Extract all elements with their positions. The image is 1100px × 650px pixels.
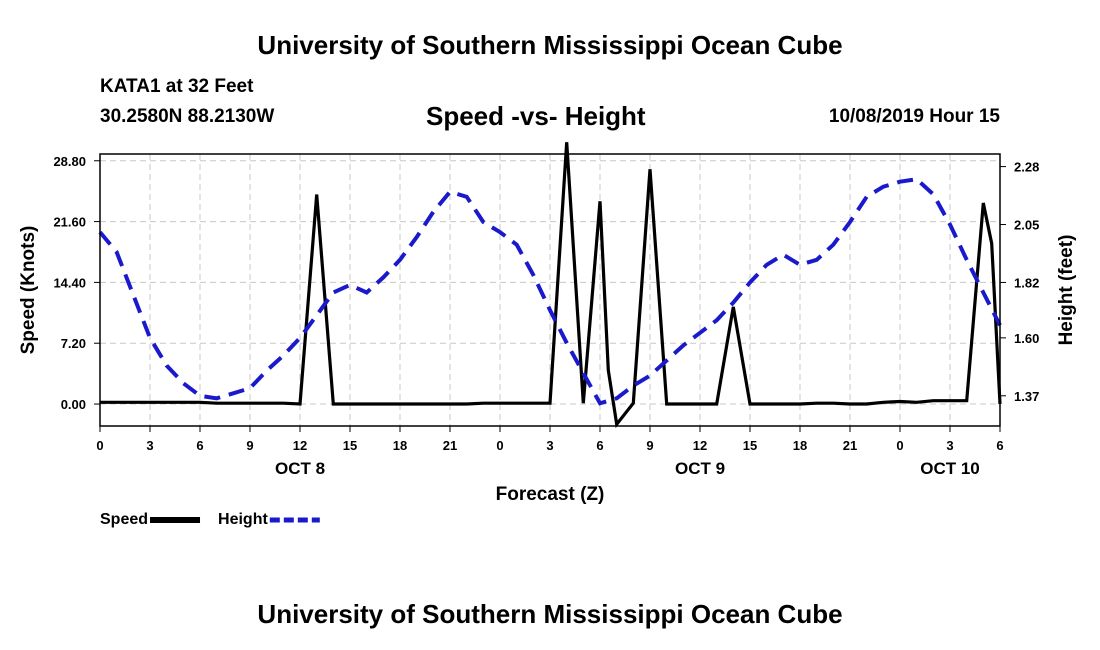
axes: 0 3 6 9 12 15 18 21 0 3 6 9 12 15 18 21 0 3 6 0.00 7.20 14.40… xyxy=(18,154,1077,505)
y-right-tick-label: 1.82 xyxy=(1014,275,1039,290)
x-tick-label: 21 xyxy=(843,438,857,453)
y-right-tick-label: 2.28 xyxy=(1014,160,1039,175)
issue-time: 10/08/2019 Hour 15 xyxy=(828,106,1000,127)
y-right-tick-label: 2.05 xyxy=(1014,218,1039,233)
y-left-tick-label: 28.80 xyxy=(53,154,86,169)
y-left-axis-title: Speed (Knots) xyxy=(18,226,39,355)
x-tick-label: 0 xyxy=(496,438,503,453)
x-tick-label: 3 xyxy=(146,438,153,453)
x-tick-label: 12 xyxy=(693,438,707,453)
chart-header-title: University of Southern Mississippi Ocean… xyxy=(257,30,843,60)
series-line-speed xyxy=(100,142,1002,429)
x-tick-label: 0 xyxy=(96,438,103,453)
x-tick-label: 15 xyxy=(743,438,757,453)
station-coordinates: 30.2580N 88.2130W xyxy=(100,106,275,127)
x-tick-label: 21 xyxy=(443,438,457,453)
day-label: OCT 9 xyxy=(675,459,725,478)
legend-label-height: Height xyxy=(218,511,268,528)
y-left-tick-label: 0.00 xyxy=(61,397,86,412)
x-tick-label: 15 xyxy=(343,438,357,453)
legend-label-speed: Speed xyxy=(100,511,148,528)
x-tick-label: 6 xyxy=(596,438,603,453)
y-right-axis-title: Height (feet) xyxy=(1056,235,1077,346)
x-tick-label: 9 xyxy=(246,438,253,453)
day-label: OCT 8 xyxy=(275,459,325,478)
x-tick-label: 18 xyxy=(793,438,807,453)
x-tick-label: 0 xyxy=(896,438,903,453)
x-tick-label: 12 xyxy=(293,438,307,453)
chart-title: Speed -vs- Height xyxy=(426,101,646,131)
legend: Speed Height xyxy=(100,511,320,528)
day-label: OCT 10 xyxy=(920,459,980,478)
y-right-tick-label: 1.60 xyxy=(1014,331,1039,346)
y-left-tick-label: 21.60 xyxy=(53,215,86,230)
series-line-height xyxy=(98,177,1002,406)
y-left-tick-label: 14.40 xyxy=(53,275,86,290)
x-tick-label: 18 xyxy=(393,438,407,453)
x-tick-label: 9 xyxy=(646,438,653,453)
y-right-tick-label: 1.37 xyxy=(1014,389,1039,404)
x-tick-label: 3 xyxy=(546,438,553,453)
series-layer xyxy=(98,142,1002,429)
x-tick-label: 6 xyxy=(196,438,203,453)
y-left-tick-label: 7.20 xyxy=(61,336,86,351)
x-axis-title: Forecast (Z) xyxy=(496,484,605,505)
x-tick-label: 6 xyxy=(996,438,1003,453)
station-name: KATA1 at 32 Feet xyxy=(100,76,254,97)
chart-footer-title: University of Southern Mississippi Ocean… xyxy=(257,599,843,629)
x-tick-label: 3 xyxy=(946,438,953,453)
